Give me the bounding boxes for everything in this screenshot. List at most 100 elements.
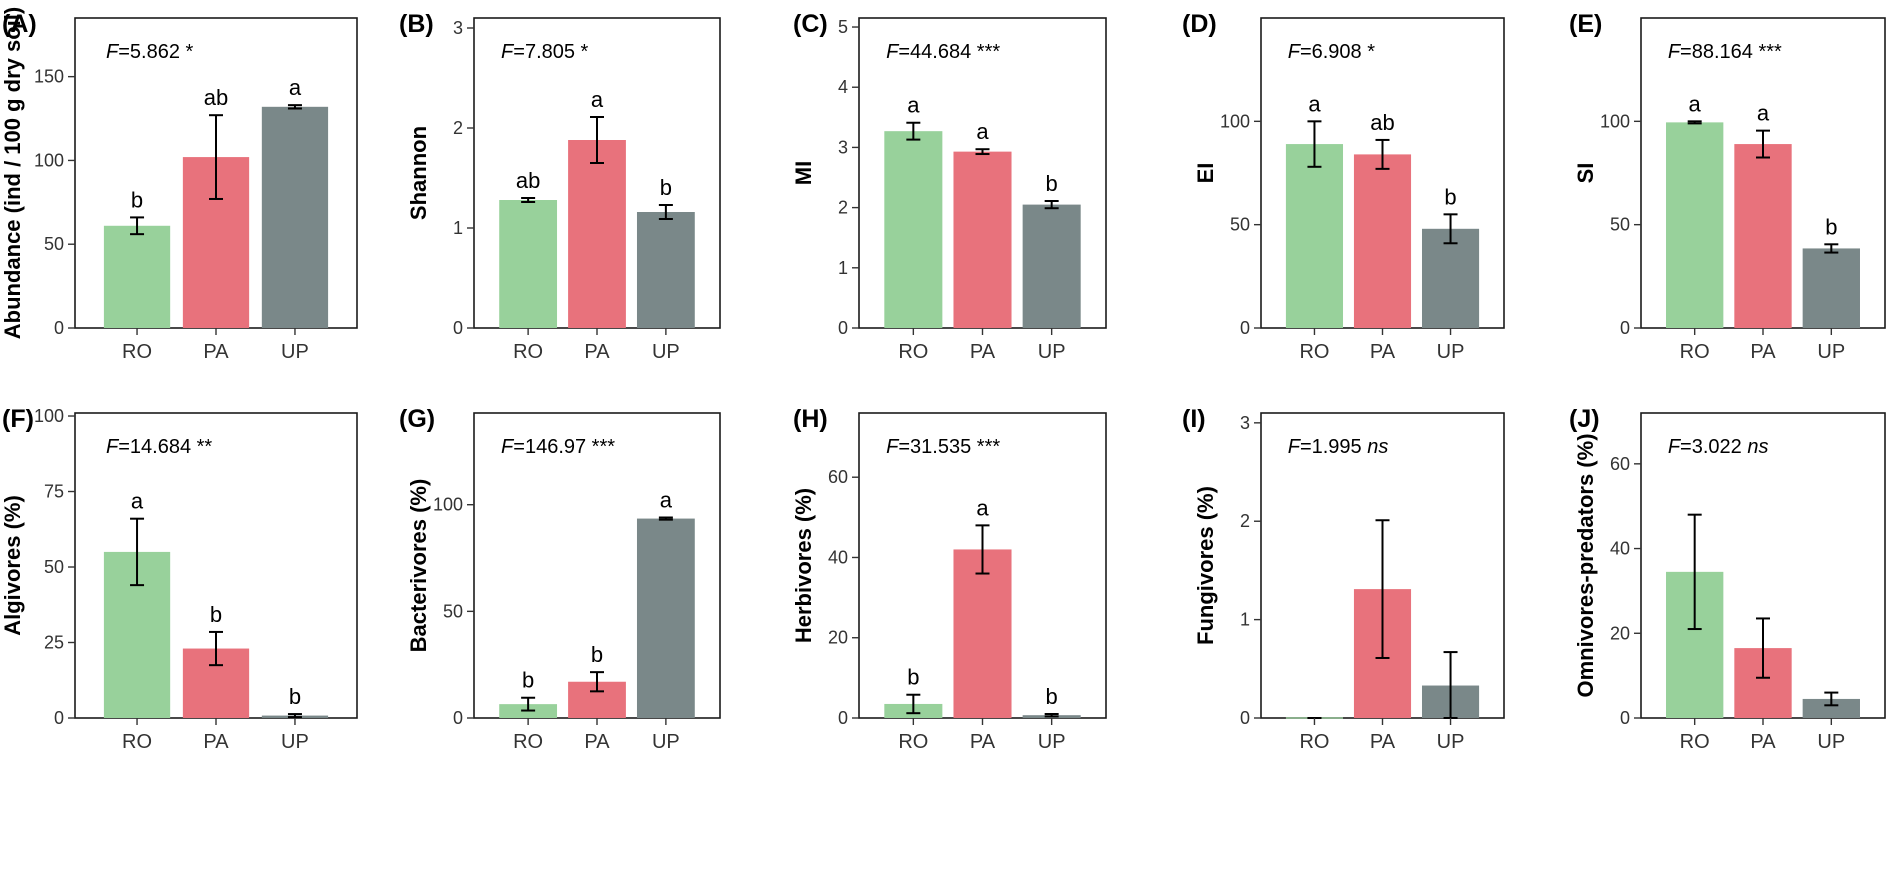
significance-letter: b [1444,184,1456,209]
x-tick-label: UP [1437,341,1465,363]
x-tick-label: UP [1038,341,1066,363]
panel-a: (A) 0 50 100 150 Abundance (ind / 100 g dry s… [0,7,358,363]
y-tick-label: 0 [453,708,463,728]
bar-ro [103,225,171,328]
y-tick-label: 100 [1600,111,1630,131]
f-symbol: F [501,41,515,63]
y-tick-label: 1 [838,258,848,278]
y-tick-label: 0 [453,318,463,338]
x-tick-label: PA [203,341,229,363]
significance-letter: a [289,75,302,100]
f-statistic: F=6.908 * [1288,41,1376,63]
f-significance: *** [586,436,615,458]
panel-label: (D) [1182,10,1217,38]
panel-label: (I) [1182,405,1206,433]
bar-pa [953,151,1012,328]
significance-letter: b [1046,684,1058,709]
x-tick-label: PA [1750,731,1776,753]
y-tick-label: 0 [1240,708,1250,728]
bar-up [1421,228,1480,328]
x-tick-label: RO [1299,731,1329,753]
panel-label: (E) [1569,10,1602,38]
bar-up [1022,204,1081,328]
y-tick-label: 4 [838,77,848,97]
x-tick-label: RO [122,731,152,753]
x-tick-label: PA [203,731,229,753]
x-tick-label: PA [584,341,610,363]
x-tick-label: RO [1299,341,1329,363]
f-symbol: F [886,41,900,63]
x-tick-label: UP [1038,731,1066,753]
f-statistic: F=5.862 * [106,41,194,63]
panel-label: (H) [793,405,828,433]
y-axis-label: Abundance (ind / 100 g dry soil) [0,7,25,340]
x-tick-label: RO [513,341,543,363]
f-statistic: F=1.995 ns [1288,436,1389,458]
f-symbol: F [106,41,120,63]
f-significance: * [1362,41,1376,63]
f-significance: *** [1753,41,1782,63]
x-tick-label: UP [281,731,309,753]
y-tick-label: 100 [433,495,463,515]
y-axis-label: Herbivores (%) [791,488,816,643]
significance-letter: a [1308,91,1321,116]
significance-letter: b [1046,171,1058,196]
f-value: =14.684 [118,436,191,458]
significance-letter: a [131,489,144,514]
bar-up [1802,698,1860,718]
y-tick-label: 100 [1220,111,1250,131]
f-significance: ns [1742,436,1769,458]
bar-pa [953,549,1012,718]
f-value: =6.908 [1300,41,1362,63]
y-tick-label: 20 [828,628,848,648]
y-axis-label: Shannon [406,126,431,220]
f-symbol: F [1668,41,1682,63]
panel-j: (J) 0 20 40 60 Omnivores-predators (%) RO PA UP F… [1569,405,1886,753]
f-symbol: F [886,436,900,458]
y-tick-label: 50 [1610,215,1630,235]
f-value: =31.535 [898,436,971,458]
x-tick-label: PA [970,341,996,363]
y-axis-label: Algivores (%) [0,495,25,636]
y-tick-label: 1 [1240,610,1250,630]
x-tick-label: UP [1817,341,1845,363]
f-value: =88.164 [1680,41,1753,63]
significance-letter: b [289,684,301,709]
x-tick-label: PA [970,731,996,753]
significance-letter: b [591,642,603,667]
x-tick-label: PA [1370,731,1396,753]
significance-letter: b [131,187,143,212]
f-value: =5.862 [118,41,180,63]
f-statistic: F=31.535 *** [886,436,1000,458]
significance-letter: a [1757,101,1770,126]
significance-letter: ab [204,85,228,110]
panel-label: (B) [399,10,434,38]
x-tick-label: UP [652,731,680,753]
y-tick-label: 0 [1240,318,1250,338]
panel-f: (F) 0 25 50 75 100 Algivores (%) a RO b PA b UP F=14.… [0,405,358,753]
x-tick-label: RO [898,341,928,363]
y-tick-label: 50 [44,557,64,577]
f-significance: *** [971,436,1000,458]
y-tick-label: 50 [44,234,64,254]
x-tick-label: PA [1370,341,1396,363]
panel-h: (H) 0 20 40 60 Herbivores (%) b RO a PA b UP F=31.53… [791,405,1107,753]
f-value: =1.995 [1300,436,1362,458]
f-statistic: F=88.164 *** [1668,41,1782,63]
significance-letter: a [591,87,604,112]
f-significance: * [575,41,589,63]
y-tick-label: 2 [453,118,463,138]
x-tick-label: RO [1680,731,1710,753]
significance-letter: ab [1370,110,1394,135]
y-tick-label: 0 [54,318,64,338]
y-tick-label: 75 [44,482,64,502]
panel-label: (F) [2,405,34,433]
y-tick-label: 50 [443,601,463,621]
f-value: =7.805 [513,41,575,63]
y-tick-label: 150 [34,67,64,87]
x-tick-label: UP [1817,731,1845,753]
y-tick-label: 3 [1240,413,1250,433]
f-symbol: F [1288,436,1302,458]
significance-letter: a [1689,91,1702,116]
